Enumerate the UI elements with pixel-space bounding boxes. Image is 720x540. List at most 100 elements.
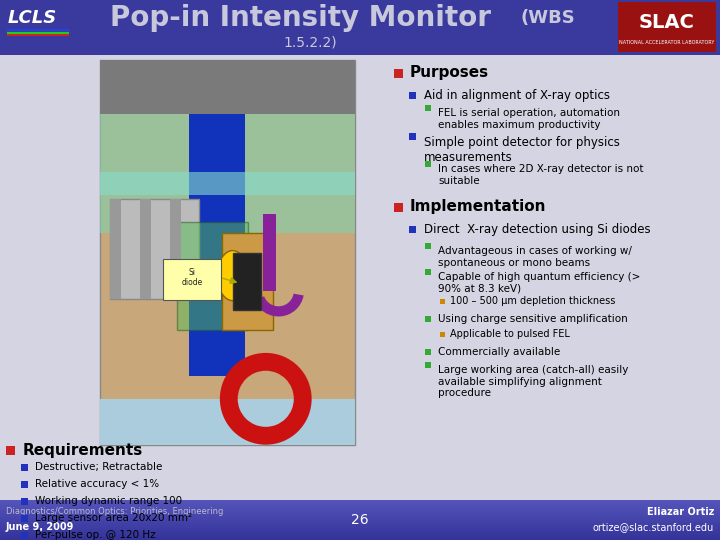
Bar xyxy=(176,222,248,329)
Text: Si
diode: Si diode xyxy=(181,268,202,287)
Bar xyxy=(439,332,444,336)
Bar xyxy=(0,532,720,533)
Text: Purposes: Purposes xyxy=(410,65,489,80)
Bar xyxy=(425,316,431,322)
Text: Pop-in Intensity Monitor: Pop-in Intensity Monitor xyxy=(109,4,490,32)
Bar xyxy=(222,233,274,329)
Bar xyxy=(100,60,355,114)
Text: Working dynamic range 100: Working dynamic range 100 xyxy=(35,496,182,506)
Text: Per-pulse op. @ 120 Hz: Per-pulse op. @ 120 Hz xyxy=(35,530,156,540)
Bar xyxy=(0,511,720,512)
Bar xyxy=(425,161,431,167)
Bar xyxy=(0,504,720,505)
Bar xyxy=(0,512,720,513)
Bar xyxy=(0,535,720,536)
Text: Simple point detector for physics
measurements: Simple point detector for physics measur… xyxy=(424,136,620,164)
Bar xyxy=(0,519,720,520)
Text: June 9, 2009: June 9, 2009 xyxy=(6,522,74,532)
Bar xyxy=(264,214,276,291)
Text: Advantageous in cases of working w/
spontaneous or mono beams: Advantageous in cases of working w/ spon… xyxy=(438,246,632,268)
Bar xyxy=(0,514,720,515)
Bar xyxy=(20,531,27,538)
Bar xyxy=(233,253,261,310)
Bar xyxy=(425,362,431,368)
Text: (WBS: (WBS xyxy=(520,9,575,27)
Bar xyxy=(0,502,720,503)
Bar xyxy=(0,517,720,518)
Bar xyxy=(6,446,14,455)
Text: Direct  X-ray detection using Si diodes: Direct X-ray detection using Si diodes xyxy=(424,222,651,235)
Bar xyxy=(0,503,720,504)
Text: Applicable to pulsed FEL: Applicable to pulsed FEL xyxy=(450,329,570,339)
Bar xyxy=(0,505,720,506)
Bar xyxy=(0,0,720,55)
Text: 26: 26 xyxy=(351,513,369,527)
Bar xyxy=(0,527,720,528)
Bar xyxy=(425,105,431,111)
Bar xyxy=(0,518,720,519)
Text: LCLS: LCLS xyxy=(8,9,58,27)
Text: ortize@slac.stanford.edu: ortize@slac.stanford.edu xyxy=(593,522,714,532)
Text: SLAC: SLAC xyxy=(639,12,695,31)
FancyBboxPatch shape xyxy=(163,259,221,300)
Bar xyxy=(140,199,151,299)
Bar xyxy=(425,269,431,275)
Wedge shape xyxy=(220,353,312,445)
Bar xyxy=(0,524,720,525)
Bar xyxy=(100,172,355,195)
Text: Aid in alignment of X-ray optics: Aid in alignment of X-ray optics xyxy=(424,89,610,102)
Text: Large working area (catch-all) easily
available simplifying alignment
procedure: Large working area (catch-all) easily av… xyxy=(438,365,629,398)
Bar xyxy=(0,528,720,529)
Bar xyxy=(408,91,415,98)
Ellipse shape xyxy=(217,251,248,301)
Text: Large sensor area 20x20 mm²: Large sensor area 20x20 mm² xyxy=(35,513,192,523)
Bar xyxy=(0,522,720,523)
Bar xyxy=(0,521,720,522)
Bar xyxy=(20,497,27,504)
Bar xyxy=(408,226,415,233)
Text: Commercially available: Commercially available xyxy=(438,347,560,357)
Bar xyxy=(0,515,720,516)
Text: FEL is serial operation, automation
enables maximum productivity: FEL is serial operation, automation enab… xyxy=(438,108,620,130)
Bar xyxy=(0,506,720,507)
Bar xyxy=(110,199,199,299)
Text: Requirements: Requirements xyxy=(23,442,143,457)
Bar xyxy=(0,513,720,514)
Bar xyxy=(100,60,355,445)
Text: Destructive; Retractable: Destructive; Retractable xyxy=(35,462,163,472)
Bar xyxy=(0,537,720,538)
Bar xyxy=(0,500,720,501)
Bar xyxy=(170,199,181,299)
Bar xyxy=(0,533,720,534)
Bar xyxy=(0,538,720,539)
Bar xyxy=(20,515,27,522)
Bar xyxy=(0,523,720,524)
Bar xyxy=(0,531,720,532)
Bar xyxy=(0,510,720,511)
Text: NATIONAL ACCELERATOR LABORATORY: NATIONAL ACCELERATOR LABORATORY xyxy=(619,40,715,45)
Text: Diagnostics/Common Optics: Priorities, Engineering: Diagnostics/Common Optics: Priorities, E… xyxy=(6,508,223,516)
Bar xyxy=(425,349,431,355)
Bar xyxy=(0,501,720,502)
Bar xyxy=(0,508,720,509)
Bar xyxy=(408,132,415,139)
Bar xyxy=(618,2,716,52)
Bar xyxy=(439,299,444,303)
Bar xyxy=(110,199,122,299)
Bar xyxy=(425,243,431,249)
Bar xyxy=(0,539,720,540)
Bar xyxy=(20,463,27,470)
Text: Eliazar Ortiz: Eliazar Ortiz xyxy=(647,507,714,517)
Bar xyxy=(0,530,720,531)
Bar xyxy=(0,509,720,510)
Bar xyxy=(0,526,720,527)
Bar xyxy=(100,399,355,445)
Text: Capable of high quantum efficiency (>
90% at 8.3 keV): Capable of high quantum efficiency (> 90… xyxy=(438,272,640,294)
Bar xyxy=(0,536,720,537)
Text: 100 – 500 μm depletion thickness: 100 – 500 μm depletion thickness xyxy=(450,296,616,306)
Bar xyxy=(394,69,402,78)
Bar xyxy=(0,534,720,535)
Text: Using charge sensitive amplification: Using charge sensitive amplification xyxy=(438,314,628,324)
Bar xyxy=(0,516,720,517)
Wedge shape xyxy=(255,294,304,316)
